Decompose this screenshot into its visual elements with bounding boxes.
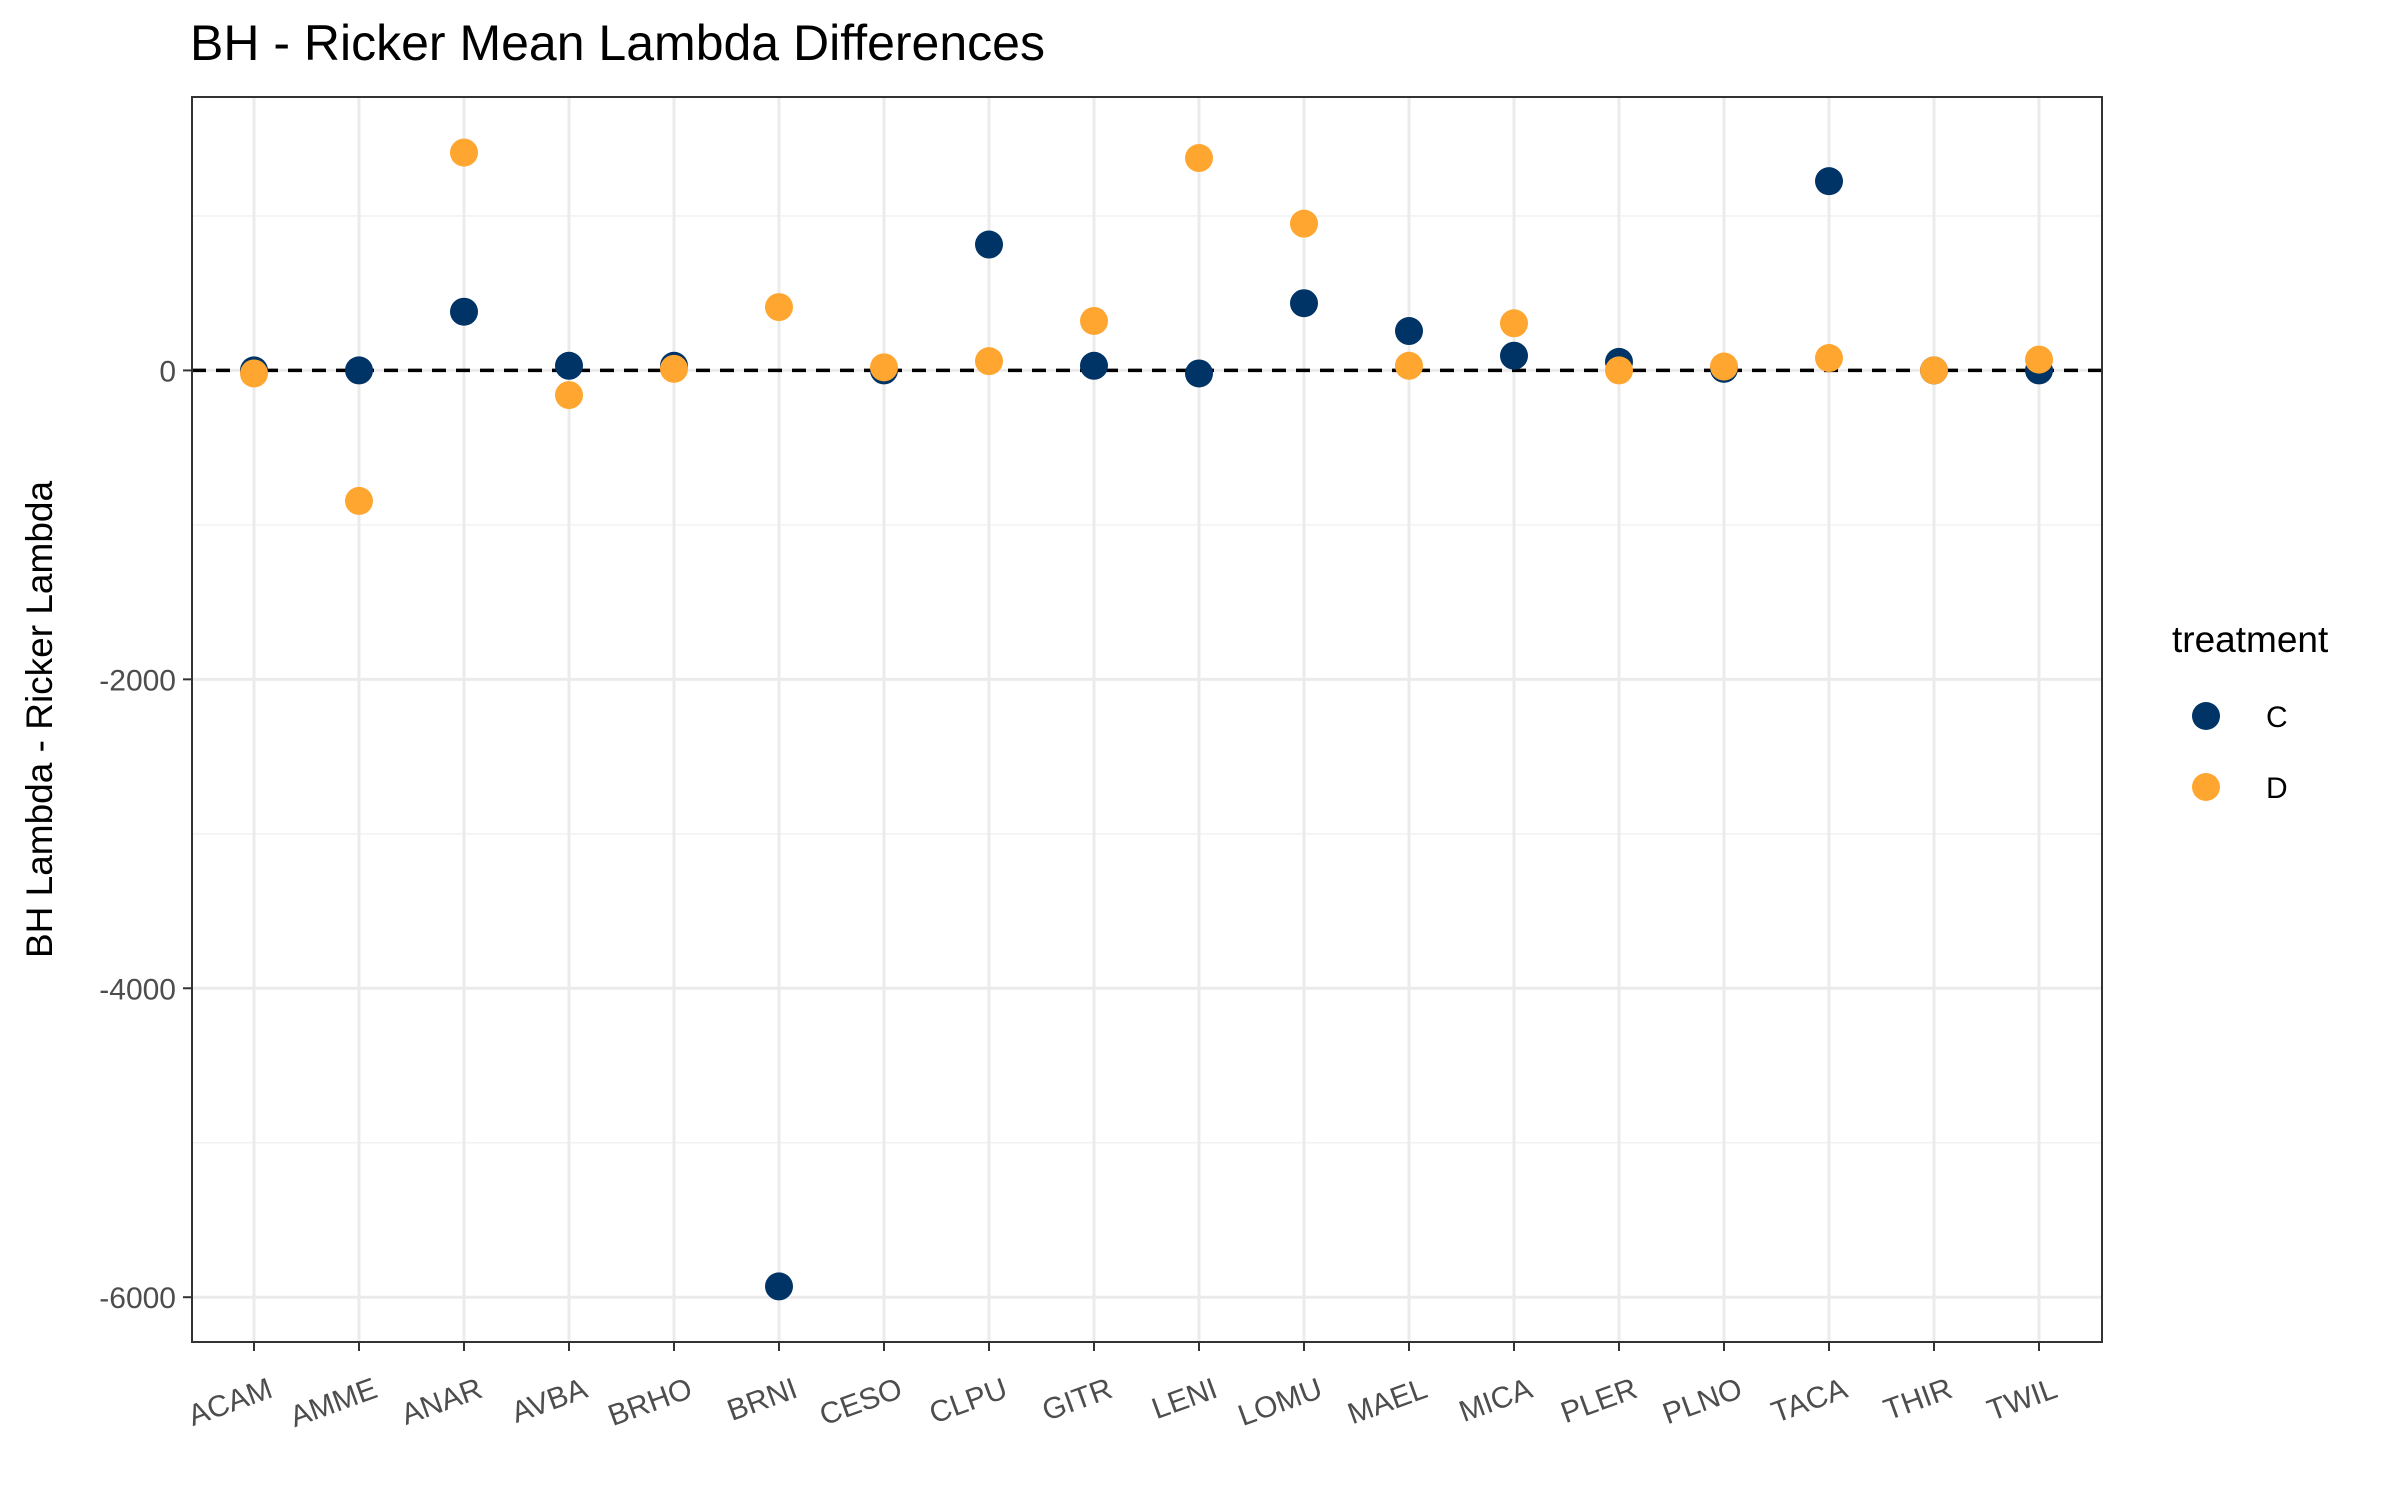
x-tick-label: PLNO <box>1659 1372 1747 1431</box>
x-tick-label: PLER <box>1557 1372 1642 1430</box>
x-tick-label: CLPU <box>925 1372 1011 1430</box>
x-tick-label: BRNI <box>723 1372 802 1428</box>
x-tick-label: MAEL <box>1344 1372 1432 1431</box>
grid-lines <box>192 97 2102 1342</box>
point-D-ANAR <box>450 138 478 167</box>
point-D-GITR <box>1080 306 1108 335</box>
point-C-CLPU <box>975 230 1003 259</box>
x-tick-label: GITR <box>1038 1372 1117 1428</box>
x-tick-label: BRHO <box>604 1372 697 1433</box>
point-D-THIR <box>1920 356 1948 385</box>
legend: treatment C D <box>2172 619 2329 805</box>
y-axis-title: BH Lambda - Ricker Lambda <box>19 481 60 959</box>
x-tick-label: AMME <box>286 1372 382 1434</box>
point-D-CLPU <box>975 347 1003 376</box>
y-tick-label: -4000 <box>99 973 176 1006</box>
x-tick-label: ANAR <box>397 1372 487 1432</box>
point-C-LOMU <box>1290 289 1318 318</box>
legend-label-C: C <box>2266 701 2288 734</box>
plot-panel-border <box>191 96 2103 1343</box>
y-tick-label: -6000 <box>99 1282 176 1315</box>
point-C-LENI <box>1185 359 1213 388</box>
x-tick-label: LOMU <box>1234 1372 1327 1433</box>
point-D-MAEL <box>1395 351 1423 380</box>
point-D-TWIL <box>2025 345 2053 374</box>
x-tick-label: THIR <box>1880 1372 1957 1427</box>
x-tick-label: ACAM <box>184 1372 277 1433</box>
point-D-MICA <box>1500 309 1528 338</box>
x-axis: ACAM AMME ANAR AVBA BRHO BRNI CESO CLPU GITR LENI… <box>184 1342 2062 1434</box>
point-C-AVBA <box>555 351 583 380</box>
x-tick-label: CESO <box>815 1372 906 1432</box>
point-C-MAEL <box>1395 317 1423 346</box>
point-D-PLER <box>1605 356 1633 385</box>
point-C-AMME <box>345 356 373 385</box>
legend-key-C <box>2192 702 2220 730</box>
legend-title: treatment <box>2172 619 2329 660</box>
x-tick-label: LENI <box>1148 1372 1222 1426</box>
point-D-BRHO <box>660 354 688 383</box>
x-tick-label: MICA <box>1455 1372 1537 1429</box>
chart-title: BH - Ricker Mean Lambda Differences <box>190 15 1045 71</box>
x-tick-label: AVBA <box>507 1372 591 1430</box>
x-tick-label: TWIL <box>1983 1372 2062 1428</box>
y-axis: 0 -2000 -4000 -6000 <box>99 355 192 1315</box>
point-D-BRNI <box>765 293 793 322</box>
legend-key-D <box>2192 773 2220 801</box>
point-C-ANAR <box>450 297 478 326</box>
point-D-ACAM <box>240 359 268 388</box>
legend-label-D: D <box>2266 772 2288 805</box>
point-D-TACA <box>1815 344 1843 373</box>
point-C-MICA <box>1500 341 1528 370</box>
point-D-AVBA <box>555 381 583 410</box>
x-tick-label: TACA <box>1767 1372 1851 1430</box>
point-C-TACA <box>1815 167 1843 196</box>
point-C-BRNI <box>765 1272 793 1301</box>
data-points <box>240 138 2053 1301</box>
point-D-LOMU <box>1290 209 1318 238</box>
point-C-GITR <box>1080 351 1108 380</box>
y-tick-label: 0 <box>159 355 176 388</box>
point-D-LENI <box>1185 144 1213 173</box>
point-D-CESO <box>870 353 898 382</box>
point-D-PLNO <box>1710 352 1738 381</box>
point-D-AMME <box>345 486 373 515</box>
y-tick-label: -2000 <box>99 664 176 697</box>
